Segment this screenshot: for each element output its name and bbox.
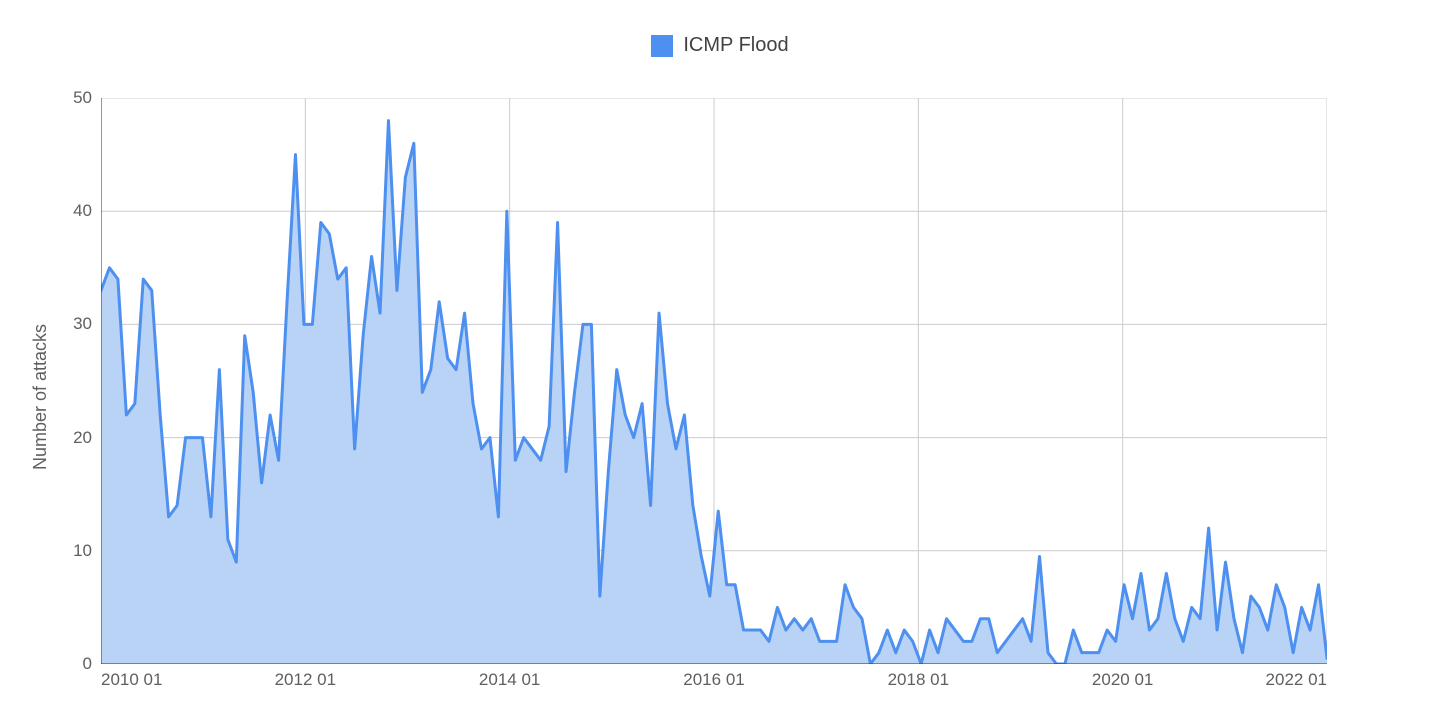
y-tick-label: 40 (73, 201, 92, 221)
x-tick-label: 2014 01 (479, 670, 540, 690)
y-tick-label: 0 (83, 654, 92, 674)
y-tick-label: 50 (73, 88, 92, 108)
x-tick-label: 2012 01 (275, 670, 336, 690)
legend-item: ICMP Flood (651, 34, 788, 57)
y-tick-label: 10 (73, 541, 92, 561)
x-tick-label: 2018 01 (888, 670, 949, 690)
x-tick-label: 2022 01 (1266, 670, 1327, 690)
legend-swatch (651, 35, 673, 57)
legend-label: ICMP Flood (683, 34, 788, 57)
legend: ICMP Flood (0, 34, 1440, 62)
plot-area (101, 98, 1327, 664)
x-tick-label: 2020 01 (1092, 670, 1153, 690)
x-tick-label: 2010 01 (101, 670, 162, 690)
x-tick-label: 2016 01 (683, 670, 744, 690)
y-axis-title: Number of attacks (30, 324, 51, 470)
y-tick-label: 20 (73, 428, 92, 448)
y-tick-label: 30 (73, 314, 92, 334)
chart-container: ICMP Flood Number of attacks 0 10 20 30 40 50… (0, 0, 1440, 726)
